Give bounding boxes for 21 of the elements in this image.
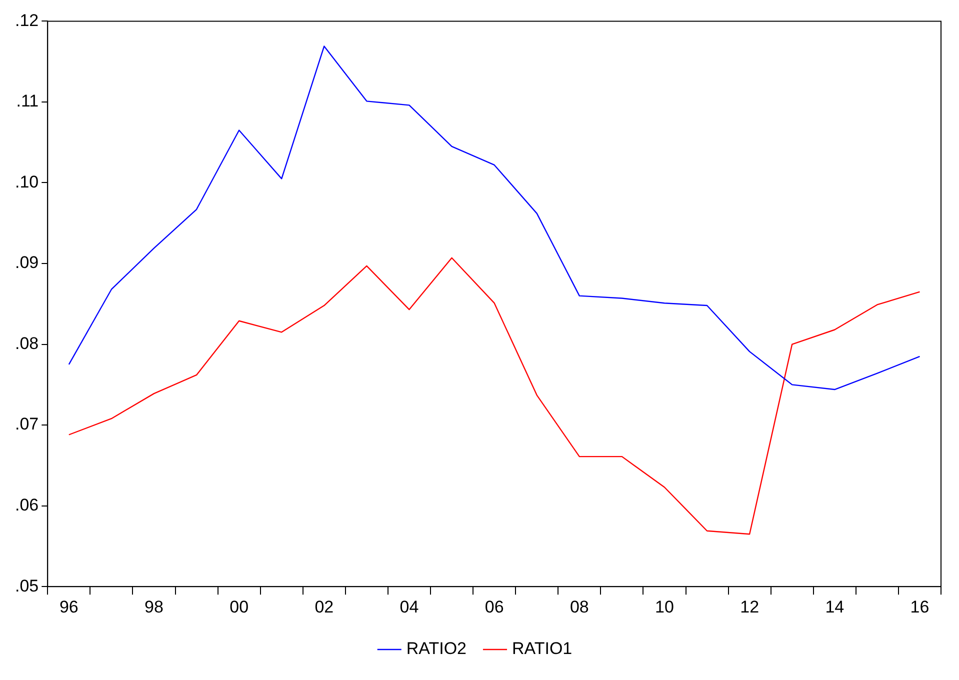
x-tick-label: 16	[910, 597, 930, 616]
x-tick-label: 98	[144, 597, 164, 616]
y-tick-label: .09	[14, 253, 39, 272]
y-tick-label: .07	[14, 414, 39, 434]
y-tick-label: .08	[14, 334, 39, 353]
x-tick-label: 96	[59, 597, 78, 616]
x-tick-label: 08	[570, 597, 589, 616]
x-tick-label: 00	[230, 597, 249, 616]
y-tick-label: .06	[14, 496, 39, 515]
x-tick-label: 10	[655, 597, 674, 616]
x-tick-label: 06	[484, 597, 504, 616]
x-tick-label: 14	[825, 597, 844, 616]
y-tick-label: .11	[16, 92, 39, 111]
y-tick-label: .10	[14, 172, 39, 192]
y-tick-label: .05	[14, 576, 39, 596]
legend-label: RATIO1	[512, 639, 572, 658]
x-tick-label: 02	[314, 597, 334, 616]
x-tick-label: 04	[400, 597, 419, 616]
y-tick-label: .12	[14, 10, 39, 30]
x-tick-label: 12	[740, 597, 760, 616]
legend-label: RATIO2	[406, 639, 466, 658]
